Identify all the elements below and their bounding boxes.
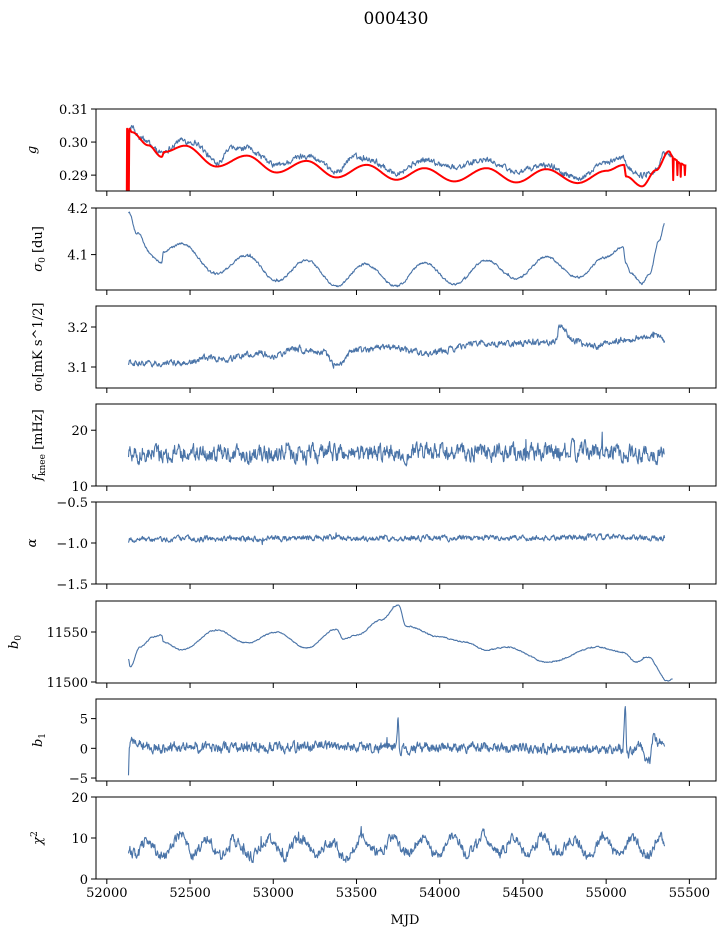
y-tick-label: 0 [80,742,88,757]
x-tick-label: 53000 [253,886,294,901]
y-tick-label: 0.29 [59,169,88,184]
y-axis-label: σ0 [du] [31,226,48,272]
axes-frame [95,698,717,782]
y-axis-label: b0 [7,635,24,649]
y-tick-label: −5 [69,772,88,787]
y-axis-label: α [25,538,40,547]
axes-frame [95,600,717,684]
series-line-chi2 [127,826,666,864]
y-tick-label: −0.5 [56,496,88,511]
y-tick-label: 10 [71,832,88,847]
y-tick-label: 0.30 [59,136,88,151]
y-axis-label: fknee [mHz] [31,409,48,482]
subplot-7: −5 0 5 b1 [31,698,717,787]
y-tick-label: 4.1 [67,249,88,264]
series-line-sigma0-du [128,211,665,288]
y-tick-label: 11550 [47,626,88,641]
y-tick-label: 20 [71,791,88,806]
x-tick-label: 52000 [86,886,127,901]
series-line-g-model [125,127,687,191]
axes-frame [95,796,717,880]
y-tick-label: −1.5 [56,578,88,593]
y-axis-label: b1 [31,733,48,747]
y-tick-label: −1.0 [56,537,88,552]
axes-frame [95,305,717,389]
y-tick-label: 0.31 [59,103,88,118]
subplot-3: 3.1 3.2 σ₀[mK s^1/2] [31,303,717,393]
axes-frame [95,207,717,291]
y-tick-label: 5 [80,713,88,728]
y-axis-label: χ2 [30,831,46,846]
y-tick-label: 11500 [47,676,88,691]
y-tick-label: 3.2 [67,321,88,336]
subplot-4: 10 20 fknee [mHz] [31,403,717,495]
subplot-8: 0 10 20 52000 52500 53000 53500 54000 54500 55000… [30,791,717,901]
y-tick-label: 0 [80,873,88,888]
y-axis-label: g [25,146,40,154]
x-axis-label: MJD [391,913,420,928]
subplot-2: 4.1 4.2 σ0 [du] [31,202,717,295]
y-tick-label: 20 [71,424,88,439]
x-tick-label: 52500 [169,886,210,901]
axes-frame [95,501,717,585]
x-tick-label: 54000 [419,886,460,901]
y-axis-label: σ₀[mK s^1/2] [31,303,46,392]
axes-frame [95,403,717,487]
x-tick-label: 54500 [502,886,543,901]
figure-title: 000430 [364,9,429,29]
x-tick-label: 55500 [669,886,710,901]
x-tick-label: 53500 [336,886,377,901]
series-line-sigma0-mK [127,324,666,369]
series-line-fknee [127,431,665,467]
y-tick-label: 4.2 [67,202,88,217]
series-line-g [127,124,674,182]
subplot-6: 11500 11550 b0 [7,600,717,691]
subplot-1: 0.29 0.30 0.31 g [25,103,717,196]
y-tick-label: 3.1 [67,361,88,376]
series-line-b0 [127,604,673,682]
subplot-5: −1.5 −1.0 −0.5 α [25,496,717,593]
series-line-alpha [127,532,666,546]
x-tick-label: 55000 [585,886,626,901]
series-line-b1 [127,706,666,776]
axes-frame [95,108,717,192]
y-tick-label: 10 [71,480,88,495]
